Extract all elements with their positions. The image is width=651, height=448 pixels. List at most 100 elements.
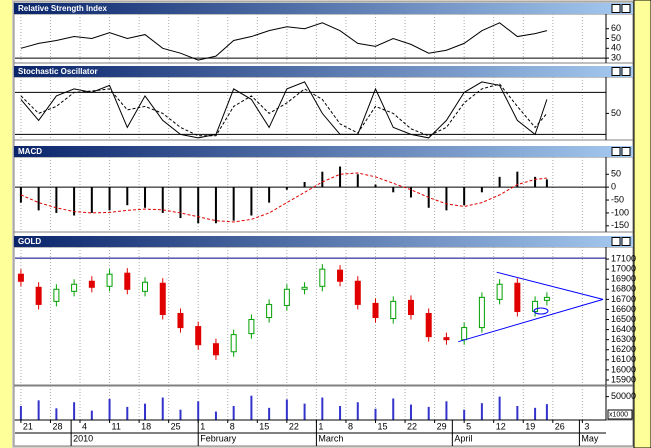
y-tick-label: 16800 — [611, 284, 636, 294]
bar — [498, 176, 501, 188]
trendline — [496, 271, 604, 300]
maximize-button[interactable] — [611, 4, 621, 13]
close-button[interactable] — [621, 147, 631, 156]
plot — [20, 81, 548, 139]
right-strip — [633, 0, 651, 448]
bar — [232, 405, 235, 420]
y-tick-label: 40 — [611, 43, 621, 53]
plot — [17, 264, 604, 360]
bar — [73, 187, 76, 216]
bar — [90, 410, 93, 420]
x-tick-label: 26 — [555, 421, 565, 431]
title-bar — [14, 146, 633, 157]
bar — [516, 171, 519, 188]
close-button[interactable] — [621, 237, 631, 246]
bar — [144, 403, 147, 420]
bar — [268, 407, 271, 420]
y-tick-label: 16600 — [611, 304, 636, 314]
bar — [37, 400, 40, 420]
x-tick-label: 21 — [23, 421, 33, 431]
bar — [392, 398, 395, 420]
x-tick-label: 12 — [496, 421, 506, 431]
close-button[interactable] — [621, 4, 631, 13]
bar — [321, 171, 324, 188]
candle-body — [266, 303, 273, 319]
candle-body — [71, 283, 78, 292]
bar — [498, 396, 501, 420]
x-tick-label: 8 — [348, 421, 353, 431]
month-label: February — [200, 433, 237, 443]
y-tick-label: 50 — [611, 108, 621, 118]
x-tick-label: 22 — [407, 421, 417, 431]
title-bar — [14, 66, 633, 77]
bar — [303, 403, 306, 420]
bar — [374, 184, 377, 188]
bar — [409, 187, 412, 198]
bar — [534, 407, 537, 420]
y-tick-label: 30 — [611, 52, 621, 62]
bar — [392, 187, 395, 193]
bar — [250, 395, 253, 420]
y-tick-label: 17000 — [611, 264, 636, 274]
bar — [339, 405, 342, 420]
x-tick-label: 1 — [200, 421, 205, 431]
unit-box — [607, 409, 633, 420]
candle-body — [425, 312, 432, 338]
y-tick-label: 50000 — [611, 391, 636, 401]
candle-body — [35, 286, 42, 305]
month-label: 2010 — [73, 433, 93, 443]
month-label: April — [454, 433, 472, 443]
x-tick-label: 15 — [378, 421, 388, 431]
maximize-button[interactable] — [611, 237, 621, 246]
panel-title: MACD — [18, 147, 42, 156]
month-label: March — [318, 433, 343, 443]
bar — [303, 182, 306, 188]
panel-frame — [13, 246, 634, 386]
bar — [445, 401, 448, 420]
y-tick-label: -50 — [611, 194, 624, 204]
bar — [73, 402, 76, 420]
candle-body — [283, 288, 290, 306]
x-tick-label: 15 — [259, 421, 269, 431]
maximize-button[interactable] — [611, 147, 621, 156]
x-tick-label: 5 — [466, 421, 471, 431]
candle-body — [543, 296, 550, 301]
x-tick-label: 28 — [52, 421, 62, 431]
y-tick-label: 50 — [611, 33, 621, 43]
title-bar — [14, 236, 633, 247]
candle-body — [301, 286, 308, 290]
bar — [427, 406, 430, 420]
candle-body — [478, 296, 485, 329]
candle-body — [532, 300, 539, 312]
candle-body — [53, 288, 60, 302]
bar — [214, 411, 217, 420]
panel-title: GOLD — [18, 237, 41, 246]
x-tick-label: 19 — [525, 421, 535, 431]
bar — [108, 187, 111, 211]
candle-body — [124, 272, 131, 290]
candle-body — [230, 334, 237, 353]
bar — [232, 187, 235, 221]
candle-body — [319, 268, 326, 287]
candle-body — [372, 302, 379, 319]
x-tick-label: 29 — [437, 421, 447, 431]
bar — [179, 409, 182, 420]
x-tick-label: 25 — [171, 421, 181, 431]
bar — [480, 403, 483, 420]
panel-title: Relative Strength Index — [18, 4, 107, 13]
x-tick-label: 3 — [584, 421, 589, 431]
candle-body — [106, 273, 113, 287]
bar — [480, 187, 483, 193]
title-bar — [14, 3, 633, 14]
candle-body — [17, 273, 24, 282]
close-button[interactable] — [621, 67, 631, 76]
maximize-button[interactable] — [611, 67, 621, 76]
bar — [356, 174, 359, 188]
bar — [463, 409, 466, 420]
series-line — [20, 81, 548, 139]
y-tick-label: 0 — [611, 182, 616, 192]
candle-body — [407, 299, 414, 315]
candle-body — [212, 343, 219, 356]
bar — [108, 398, 111, 420]
candle-body — [88, 280, 95, 288]
